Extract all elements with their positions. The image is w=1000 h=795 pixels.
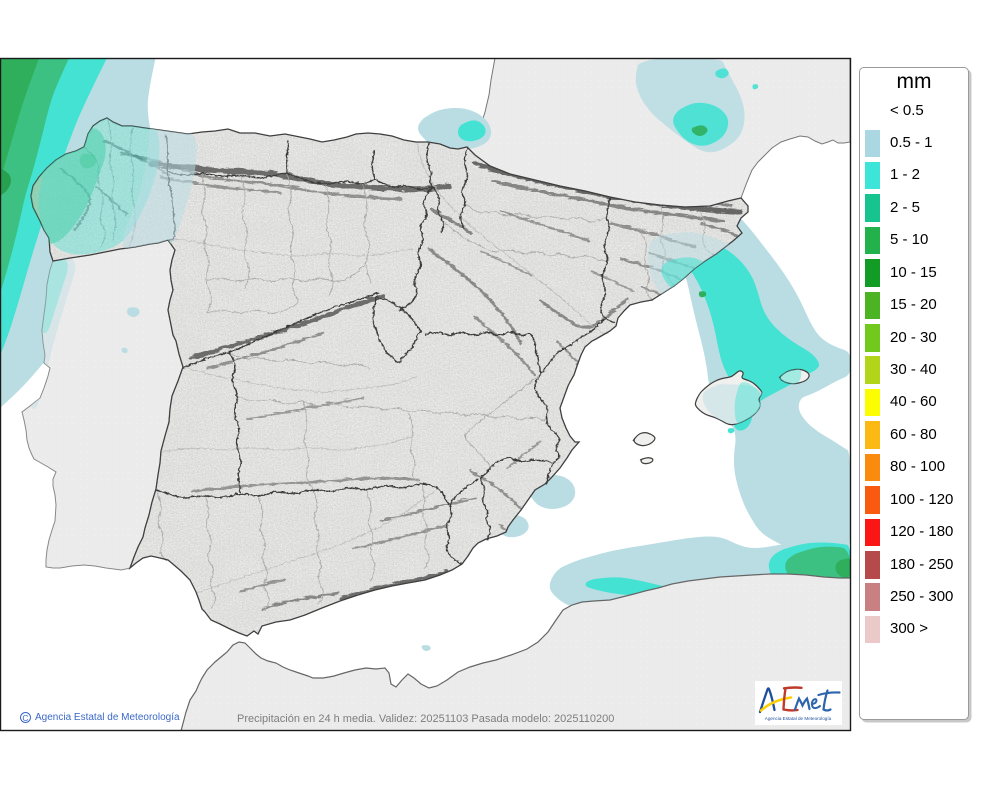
svg-text:Agencia Estatal de Meteorologí: Agencia Estatal de Meteorología xyxy=(765,716,832,721)
